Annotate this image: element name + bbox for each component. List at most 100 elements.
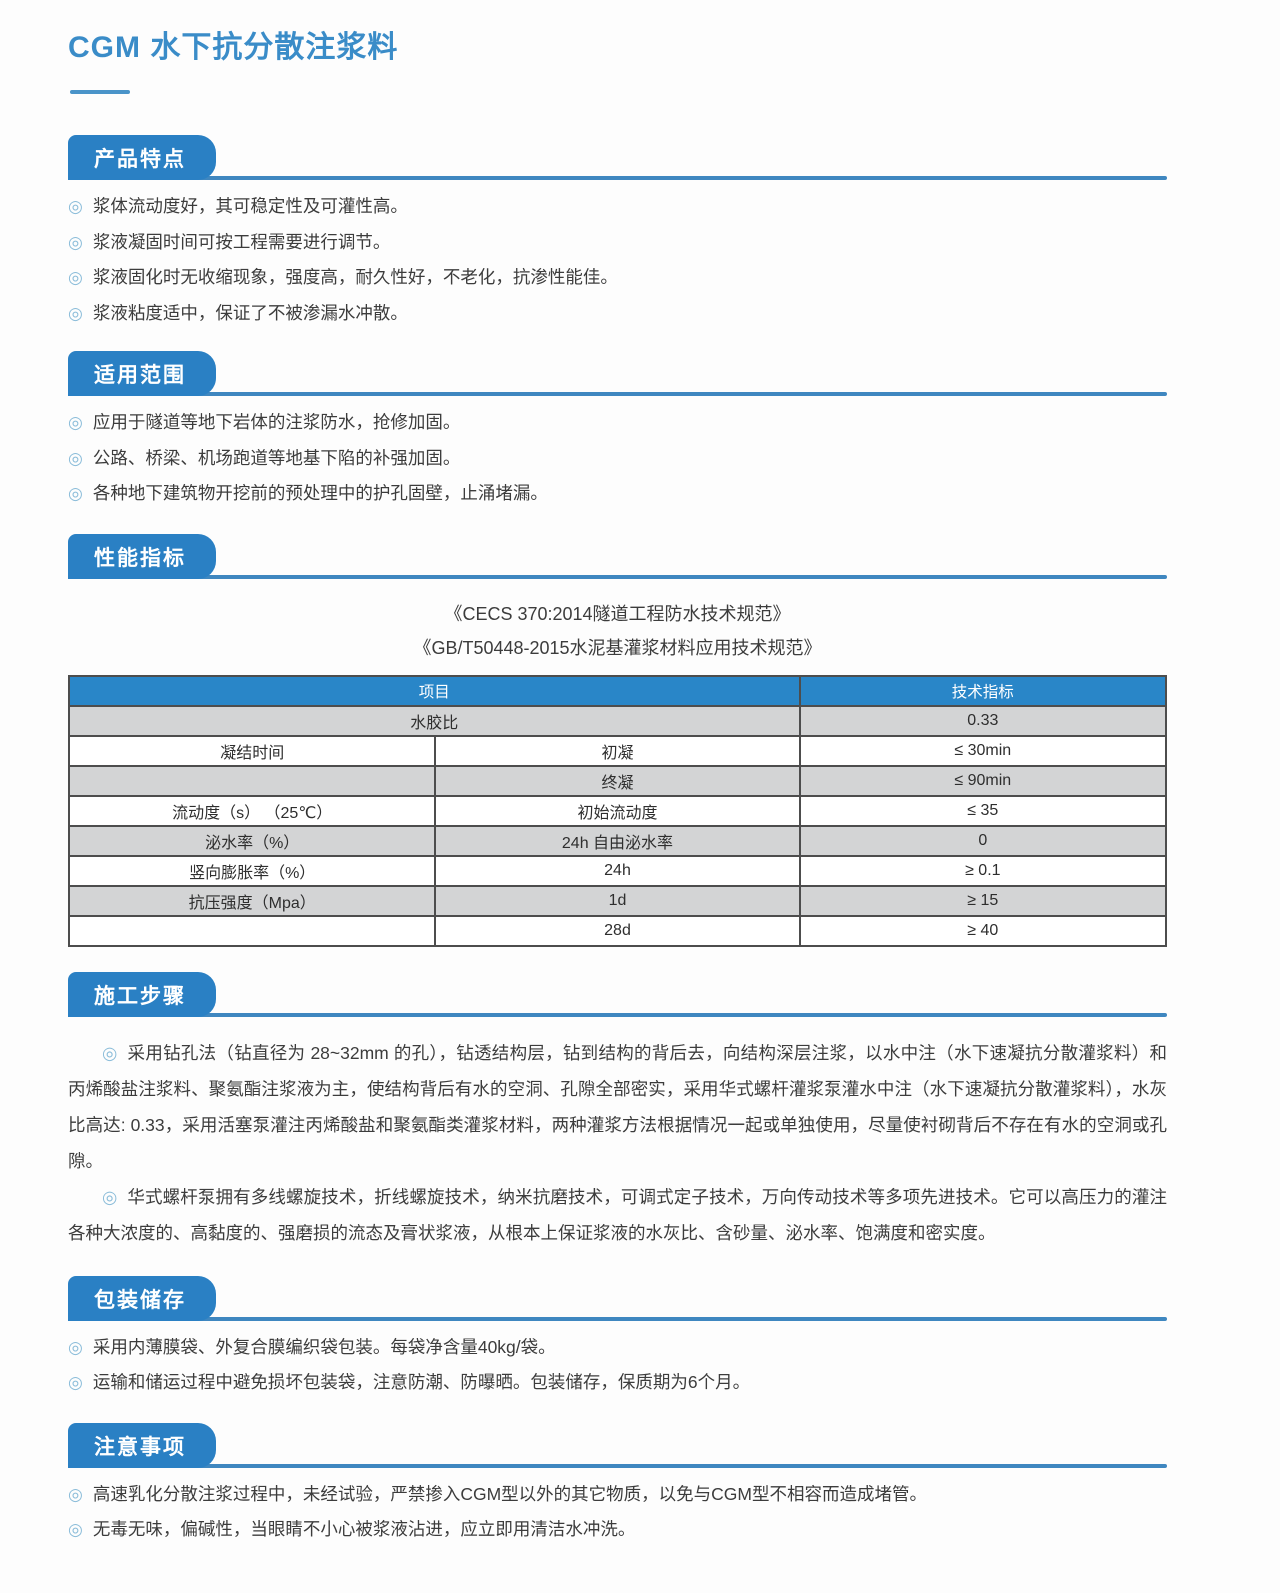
table-cell: 初始流动度 [434, 794, 801, 827]
table-cell: 0 [798, 824, 1168, 857]
section-packaging-storage: 包装储存 ◎ 采用内薄膜袋、外复合膜编织袋包装。每袋净含量40kg/袋。 ◎ 运… [68, 1275, 1167, 1396]
table-cell: 流动度（s） （25℃） [67, 794, 437, 827]
table-cell: ≤ 30min [798, 734, 1168, 767]
list-item: ◎ 浆液凝固时间可按工程需要进行调节。 [68, 230, 1167, 256]
list-item-text: 浆液粘度适中，保证了不被渗漏水冲散。 [92, 302, 408, 323]
section-header: 注意事项 [68, 1422, 1167, 1468]
ring-bullet-icon: ◎ [68, 413, 83, 432]
table-cell: 凝结时间 [67, 734, 437, 767]
list-item-text: 各种地下建筑物开挖前的预处理中的护孔固壁，止涌堵漏。 [92, 483, 548, 503]
section-header: 性能指标 [68, 533, 1167, 579]
table-cell: 初凝 [434, 734, 801, 767]
page-title: CGM 水下抗分散注浆料 [68, 31, 399, 64]
ring-bullet-icon: ◎ [68, 197, 83, 216]
standard-reference: 《CECS 370:2014隧道工程防水技术规范》 [444, 603, 791, 624]
standard-reference: 《GB/T50448-2015水泥基灌浆材料应用技术规范》 [413, 637, 822, 658]
table-row: 28d ≥ 40 [67, 914, 1168, 947]
ring-bullet-icon: ◎ [102, 1186, 118, 1207]
section-badge-notes: 注意事项 [68, 1422, 216, 1468]
table-row: 竖向膨胀率（%） 24h ≥ 0.1 [67, 854, 1168, 887]
section-badge-features: 产品特点 [68, 135, 216, 180]
table-cell: ≤ 35 [798, 794, 1168, 827]
list-item: ◎ 浆体流动度好，其可稳定性及可灌性高。 [68, 194, 1167, 220]
paragraph-text: 华式螺杆泵拥有多线螺旋技术，折线螺旋技术，纳米抗磨技术，可调式定子技术，万向传动… [68, 1186, 1167, 1243]
section-badge-scope: 适用范围 [68, 351, 216, 396]
table-cell: 竖向膨胀率（%） [67, 854, 437, 887]
ring-bullet-icon: ◎ [68, 232, 83, 252]
performance-spec-table: 项目 技术指标 水胶比 0.33 凝结时间 初凝 ≤ 30min 终凝 ≤ 90… [67, 674, 1168, 947]
section-header: 包装储存 [68, 1275, 1167, 1321]
paragraph: ◎ 采用钻孔法（钻直径为 28~32mm 的孔），钻透结构层，钻到结构的背后去，向… [68, 1035, 1167, 1179]
table-cell: 抗压强度（Mpa） [67, 884, 437, 917]
list-item-text: 应用于隧道等地下岩体的注浆防水，抢修加固。 [92, 412, 461, 432]
ring-bullet-icon: ◎ [68, 1520, 83, 1539]
table-cell: 泌水率（%） [67, 824, 437, 857]
list-item-text: 浆液固化时无收缩现象，强度高，耐久性好，不老化，抗渗性能佳。 [92, 267, 618, 287]
column-header-indicator: 技术指标 [798, 674, 1168, 707]
table-cell: 24h [434, 854, 801, 887]
list-item-text: 运输和储运过程中避免损坏包装袋，注意防潮、防曝晒。包装储存，保质期为6个月。 [92, 1372, 751, 1392]
ring-bullet-icon: ◎ [68, 484, 83, 503]
section-precautions: 注意事项 ◎ 高速乳化分散注浆过程中，未经试验，严禁掺入CGM型以外的其它物质，… [68, 1422, 1167, 1543]
column-header-item: 项目 [68, 674, 801, 707]
list-item: ◎ 浆液固化时无收缩现象，强度高，耐久性好，不老化，抗渗性能佳。 [68, 265, 1167, 291]
table-row: 终凝 ≤ 90min [67, 764, 1168, 797]
table-cell: 24h 自由泌水率 [434, 824, 801, 857]
list-item: ◎ 无毒无味，偏碱性，当眼睛不小心被浆液沾进，应立即用清洁水冲洗。 [68, 1517, 1167, 1543]
table-cell [67, 914, 437, 947]
section-header: 产品特点 [68, 135, 1167, 180]
section-construction-steps: 施工步骤 ◎ 采用钻孔法（钻直径为 28~32mm 的孔），钻透结构层，钻到结构的… [68, 971, 1167, 1251]
table-row: 流动度（s） （25℃） 初始流动度 ≤ 35 [67, 794, 1168, 827]
list-item-text: 浆体流动度好，其可稳定性及可灌性高。 [92, 196, 408, 216]
section-badge-construction: 施工步骤 [68, 971, 216, 1017]
section-badge-packaging: 包装储存 [68, 1275, 216, 1321]
section-badge-performance: 性能指标 [68, 533, 216, 579]
paragraph-text: 采用钻孔法（钻直径为 28~32mm 的孔），钻透结构层，钻到结构的背后去，向结… [68, 1042, 1167, 1171]
section-header: 适用范围 [68, 351, 1167, 396]
section-header: 施工步骤 [68, 971, 1167, 1017]
list-item-text: 浆液凝固时间可按工程需要进行调节。 [92, 231, 391, 252]
list-item: ◎ 各种地下建筑物开挖前的预处理中的护孔固壁，止涌堵漏。 [68, 481, 1167, 507]
list-item: ◎ 公路、桥梁、机场跑道等地基下陷的补强加固。 [68, 446, 1167, 472]
table-cell: 1d [434, 884, 801, 917]
title-underline-rule [70, 90, 130, 94]
ring-bullet-icon: ◎ [102, 1042, 118, 1063]
table-cell: 水胶比 [68, 704, 801, 737]
ring-bullet-icon: ◎ [68, 1373, 83, 1392]
section-application-scope: 适用范围 ◎ 应用于隧道等地下岩体的注浆防水，抢修加固。 ◎ 公路、桥梁、机场跑… [68, 351, 1167, 507]
list-item: ◎ 采用内薄膜袋、外复合膜编织袋包装。每袋净含量40kg/袋。 [68, 1335, 1167, 1361]
table-cell: 0.33 [798, 704, 1168, 737]
list-item: ◎ 高速乳化分散注浆过程中，未经试验，严禁掺入CGM型以外的其它物质，以免与CG… [68, 1482, 1167, 1508]
list-item: ◎ 运输和储运过程中避免损坏包装袋，注意防潮、防曝晒。包装储存，保质期为6个月。 [68, 1370, 1167, 1396]
table-cell: 终凝 [434, 764, 801, 797]
table-header-row: 项目 技术指标 [68, 674, 1168, 707]
table-cell: 28d [434, 914, 801, 947]
ring-bullet-icon: ◎ [68, 448, 83, 468]
ring-bullet-icon: ◎ [68, 268, 83, 287]
ring-bullet-icon: ◎ [68, 1337, 83, 1357]
packaging-list: ◎ 采用内薄膜袋、外复合膜编织袋包装。每袋净含量40kg/袋。 ◎ 运输和储运过… [68, 1335, 1167, 1396]
table-row: 水胶比 0.33 [68, 704, 1168, 737]
list-item-text: 无毒无味，偏碱性，当眼睛不小心被浆液沾进，应立即用清洁水冲洗。 [92, 1519, 636, 1539]
table-row: 泌水率（%） 24h 自由泌水率 0 [67, 824, 1168, 857]
table-row: 凝结时间 初凝 ≤ 30min [67, 734, 1168, 767]
section-product-features: 产品特点 ◎ 浆体流动度好，其可稳定性及可灌性高。 ◎ 浆液凝固时间可按工程需要… [68, 135, 1167, 326]
construction-paragraphs: ◎ 采用钻孔法（钻直径为 28~32mm 的孔），钻透结构层，钻到结构的背后去，向… [68, 1035, 1167, 1251]
section-performance-indicators: 性能指标 《CECS 370:2014隧道工程防水技术规范》 《GB/T5044… [67, 533, 1168, 947]
list-item-text: 采用内薄膜袋、外复合膜编织袋包装。每袋净含量40kg/袋。 [92, 1336, 556, 1357]
standards-references: 《CECS 370:2014隧道工程防水技术规范》 《GB/T50448-201… [68, 599, 1167, 663]
table-cell: ≤ 90min [798, 764, 1168, 797]
table-cell [67, 764, 437, 797]
precautions-list: ◎ 高速乳化分散注浆过程中，未经试验，严禁掺入CGM型以外的其它物质，以免与CG… [68, 1482, 1167, 1543]
paragraph: ◎ 华式螺杆泵拥有多线螺旋技术，折线螺旋技术，纳米抗磨技术，可调式定子技术，万向传… [68, 1179, 1167, 1251]
list-item: ◎ 应用于隧道等地下岩体的注浆防水，抢修加固。 [68, 410, 1167, 436]
list-item-text: 公路、桥梁、机场跑道等地基下陷的补强加固。 [92, 447, 461, 468]
table-cell: ≥ 40 [798, 914, 1168, 947]
table-cell: ≥ 0.1 [798, 854, 1168, 887]
table-cell: ≥ 15 [798, 884, 1168, 917]
list-item: ◎ 浆液粘度适中，保证了不被渗漏水冲散。 [68, 301, 1167, 327]
ring-bullet-icon: ◎ [68, 1484, 83, 1504]
table-row: 抗压强度（Mpa） 1d ≥ 15 [67, 884, 1168, 917]
features-list: ◎ 浆体流动度好，其可稳定性及可灌性高。 ◎ 浆液凝固时间可按工程需要进行调节。… [68, 194, 1167, 326]
